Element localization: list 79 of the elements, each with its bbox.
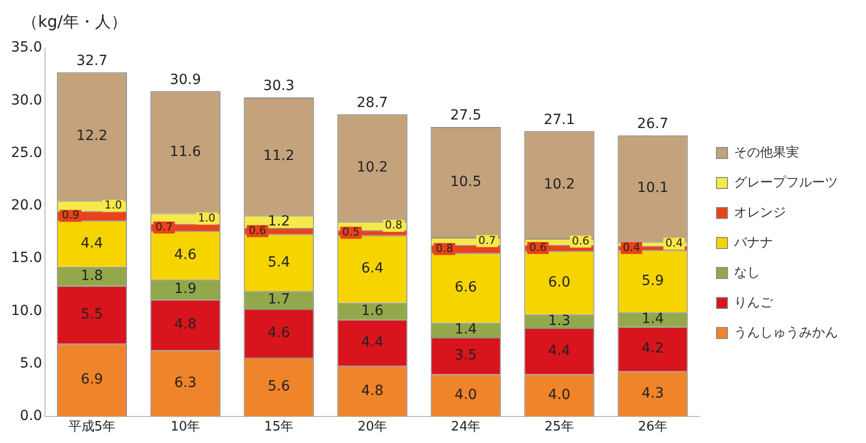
data-label: 5.5	[80, 306, 104, 322]
data-label: 11.6	[170, 144, 202, 160]
data-label: 0.9	[62, 208, 80, 222]
data-label: 5.6	[268, 378, 290, 395]
data-label: 1.0	[198, 211, 216, 224]
data-label: 1.4	[454, 322, 478, 338]
y-tick-label: 0.0	[20, 408, 42, 424]
x-tick-label: 26年	[638, 420, 668, 435]
data-label: 1.0	[104, 198, 122, 212]
data-label: 4.0	[548, 386, 570, 403]
data-label: 4.4	[361, 334, 384, 350]
data-label: 4.8	[174, 316, 197, 332]
x-tick-label: 24年	[451, 420, 481, 435]
data-label: 1.7	[268, 292, 290, 308]
x-tick-label: 25年	[544, 420, 574, 435]
data-label: 4.6	[268, 324, 290, 341]
legend-label: オレンジ	[734, 205, 786, 220]
data-label: 1.3	[548, 312, 570, 329]
data-label: 0.6	[529, 240, 547, 254]
legend-label: りんご	[734, 295, 774, 310]
total-label: 27.5	[450, 108, 482, 124]
y-tick-label: 5.0	[20, 355, 42, 372]
total-label: 32.7	[76, 52, 108, 69]
y-tick-label: 15.0	[11, 250, 42, 266]
data-label: 12.2	[76, 128, 108, 144]
total-label: 28.7	[356, 94, 388, 111]
legend-label: グレープフルーツ	[734, 175, 838, 190]
x-tick-label: 15年	[264, 420, 294, 435]
data-label: 0.7	[478, 234, 496, 248]
data-label: 4.0	[454, 386, 477, 403]
legend-label: うんしゅうみかん	[734, 325, 838, 340]
data-label: 1.2	[268, 213, 290, 230]
data-label: 4.6	[174, 246, 197, 263]
data-label: 0.4	[622, 240, 640, 254]
data-label: 0.5	[342, 226, 360, 239]
data-label: 1.4	[642, 311, 664, 328]
data-label: 4.8	[361, 382, 384, 399]
data-label: 0.7	[155, 220, 173, 234]
data-label: 0.6	[248, 224, 266, 238]
data-label: 1.8	[80, 268, 104, 284]
data-label: 10.1	[637, 180, 668, 196]
x-tick-label: 20年	[358, 420, 388, 435]
data-label: 0.8	[384, 218, 402, 232]
data-label: 6.3	[174, 374, 197, 391]
data-label: 3.5	[454, 348, 477, 364]
data-label: 10.2	[356, 160, 388, 176]
total-label: 30.9	[170, 72, 201, 88]
y-tick-label: 25.0	[11, 144, 42, 161]
total-label: 27.1	[544, 112, 575, 128]
y-tick-label: 35.0	[11, 40, 42, 56]
data-label: 4.4	[548, 342, 571, 359]
y-tick-label: 30.0	[11, 92, 42, 108]
legend-label: バナナ	[733, 235, 773, 250]
data-label: 4.3	[642, 385, 664, 402]
data-label: 1.9	[174, 281, 197, 298]
data-label: 6.6	[454, 280, 478, 296]
data-label: 1.6	[361, 302, 384, 319]
data-label: 6.0	[548, 274, 570, 290]
y-tick-label: 10.0	[11, 302, 42, 319]
data-label: 5.4	[268, 254, 290, 270]
data-label: 10.5	[450, 174, 482, 190]
data-label: 0.4	[665, 236, 683, 250]
data-label: 11.2	[263, 148, 294, 164]
x-tick-label: 10年	[170, 420, 200, 435]
data-label: 4.4	[80, 235, 104, 252]
x-tick-label: 平成5年	[68, 420, 116, 435]
data-label: 0.6	[572, 234, 590, 248]
data-label: 5.9	[642, 272, 664, 289]
data-label: 6.4	[361, 260, 384, 277]
legend-label: なし	[734, 265, 760, 280]
y-axis-title: （kg/年・人）	[22, 12, 127, 33]
data-label: 6.9	[80, 372, 104, 388]
total-label: 30.3	[263, 78, 294, 94]
data-label: 0.8	[436, 242, 454, 255]
legend-label: その他果実	[734, 144, 799, 160]
total-label: 26.7	[637, 116, 668, 132]
y-tick-label: 20.0	[11, 198, 42, 214]
data-label: 10.2	[544, 176, 575, 192]
data-label: 4.2	[642, 340, 664, 357]
